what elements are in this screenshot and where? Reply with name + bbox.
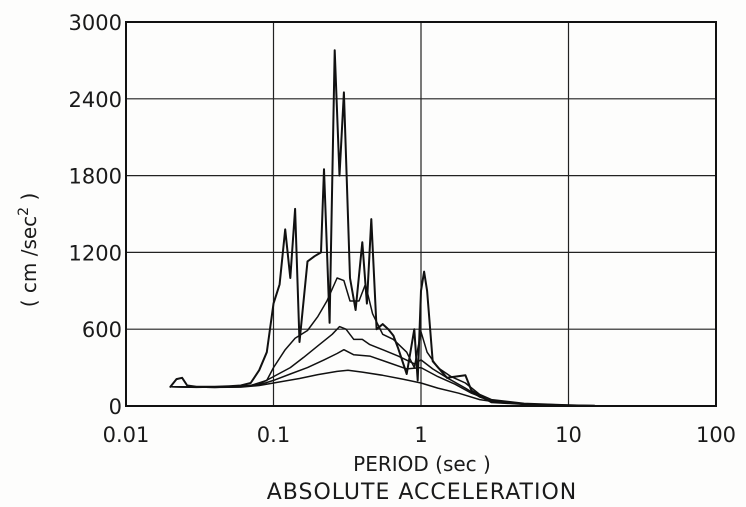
y-tick-label: 600 (82, 318, 122, 342)
x-tick-label: 0.01 (103, 423, 150, 447)
x-tick-label: 1 (414, 423, 427, 447)
y-tick-label: 0 (109, 395, 122, 419)
series-line-4 (169, 348, 570, 407)
y-tick-label: 1800 (69, 165, 122, 189)
grid (126, 22, 716, 406)
series-line-1 (169, 49, 596, 407)
series-line-5 (169, 369, 570, 407)
series-line-2 (169, 277, 596, 407)
x-tick-label: 100 (696, 423, 736, 447)
series-group (169, 49, 596, 407)
y-tick-label: 3000 (69, 11, 122, 35)
y-axis-title-main: ( cm /sec (17, 216, 41, 307)
y-tick-label: 2400 (69, 88, 122, 112)
y-axis-title: ( cm /sec2 ) (16, 193, 41, 308)
y-axis-title-end: ) (17, 193, 41, 207)
chart-title: ABSOLUTE ACCELERATION (267, 480, 578, 505)
x-tick-labels: 0.01 0.1 1 10 100 (103, 423, 736, 447)
y-tick-labels: 0 600 1200 1800 2400 3000 (69, 11, 122, 419)
y-tick-label: 1200 (69, 241, 122, 265)
x-tick-label: 10 (555, 423, 582, 447)
plot-frame (125, 21, 717, 407)
x-tick-label: 0.1 (257, 423, 290, 447)
y-axis-title-sup: 2 (16, 207, 32, 216)
x-axis-title: PERIOD (sec ) (353, 452, 491, 476)
series-line-3 (169, 325, 570, 407)
